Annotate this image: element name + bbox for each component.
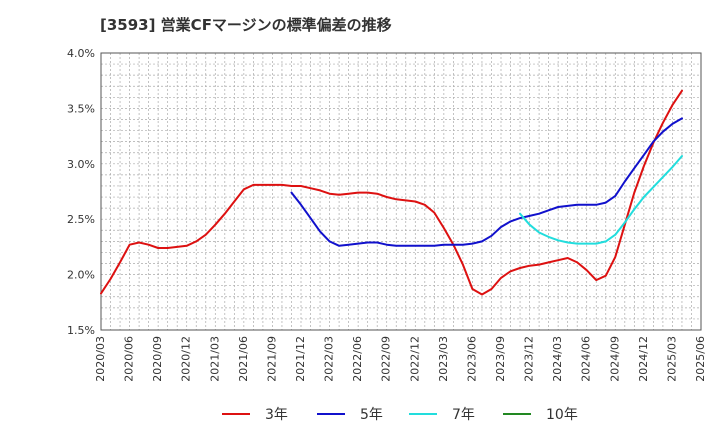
x-tick-label: 2023/12 xyxy=(523,336,536,382)
y-tick-label: 1.5% xyxy=(67,324,95,337)
plot-area xyxy=(100,52,702,331)
series-line-1 xyxy=(100,89,683,296)
x-tick-label: 2024/03 xyxy=(551,336,564,382)
legend-label-4: 10年 xyxy=(546,407,578,423)
x-tick-label: 2023/03 xyxy=(437,336,450,382)
y-tick-label: 2.5% xyxy=(67,213,95,226)
x-tick-label: 2022/06 xyxy=(351,336,364,382)
x-tick-label: 2020/03 xyxy=(94,336,107,382)
x-tick-label: 2020/12 xyxy=(180,336,193,382)
chart-title: [3593] 営業CFマージンの標準偏差の推移 xyxy=(100,16,392,34)
x-tick-label: 2021/03 xyxy=(208,336,221,382)
x-tick-label: 2021/09 xyxy=(265,336,278,382)
legend: 3年 5年 7年 10年 xyxy=(222,407,578,423)
x-tick-label: 2022/03 xyxy=(323,336,336,382)
x-tick-label: 2022/09 xyxy=(380,336,393,382)
x-tick-label: 2020/09 xyxy=(151,336,164,382)
axis-layer: 1.5% 2.0% 2.5% 3.0% 3.5% 4.0% 2020/03 2020/06 20… xyxy=(67,47,707,382)
x-tick-label: 2024/09 xyxy=(608,336,621,382)
series-line-2 xyxy=(290,117,683,247)
series-line-3 xyxy=(519,155,683,245)
x-tick-label: 2025/03 xyxy=(665,336,678,382)
y-tick-label: 4.0% xyxy=(67,47,95,60)
legend-label-3: 7年 xyxy=(452,407,475,423)
x-tick-label: 2024/06 xyxy=(580,336,593,382)
x-tick-label: 2020/06 xyxy=(123,336,136,382)
legend-label-2: 5年 xyxy=(360,407,383,423)
y-tick-label: 3.0% xyxy=(67,158,95,171)
x-tick-label: 2024/12 xyxy=(637,336,650,382)
x-tick-label: 2025/06 xyxy=(694,336,707,382)
x-tick-label: 2023/09 xyxy=(494,336,507,382)
x-tick-label: 2021/12 xyxy=(294,336,307,382)
x-tick-label: 2021/06 xyxy=(237,336,250,382)
y-tick-label: 2.0% xyxy=(67,269,95,282)
series-layer xyxy=(100,89,683,296)
y-tick-label: 3.5% xyxy=(67,102,95,115)
legend-label-1: 3年 xyxy=(265,407,288,423)
plot-frame xyxy=(100,52,702,331)
x-tick-label: 2022/12 xyxy=(408,336,421,382)
grid-layer xyxy=(100,52,702,331)
x-tick-label: 2023/06 xyxy=(465,336,478,382)
